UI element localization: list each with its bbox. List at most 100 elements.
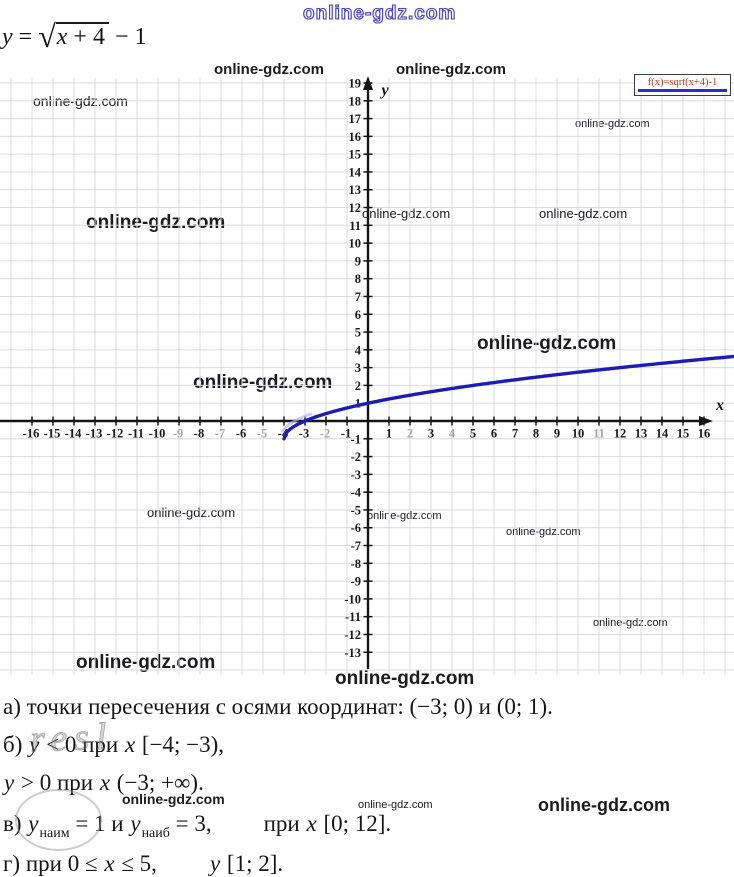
watermark: online-gdz.com: [147, 505, 236, 520]
y-tick-label: 9: [355, 254, 361, 268]
answer-line: г) при 0 ≤ x ≤ 5, y [1; 2].: [3, 851, 283, 877]
watermark: online-gdz.com: [86, 212, 226, 233]
x-tick-label: -5: [257, 427, 267, 441]
watermark: online-gdz.com: [122, 791, 225, 807]
answer-subscript: наиб: [141, 826, 170, 841]
answer-text: y: [130, 811, 141, 836]
answer-text: x: [306, 811, 317, 836]
formula-one: 1: [134, 24, 147, 50]
y-tick-label: 10: [349, 237, 362, 251]
watermark: online-gdz.com: [367, 510, 442, 522]
y-tick-label: -12: [344, 628, 361, 642]
formula-radicand: x + 4: [55, 22, 109, 50]
x-tick-label: 7: [512, 427, 518, 441]
answer-text: y: [29, 732, 40, 757]
scribble-watermark: resl: [29, 715, 115, 761]
x-tick-label: 12: [614, 427, 627, 441]
watermark: online-gdz.com: [76, 652, 216, 673]
y-tick-label: -9: [351, 575, 361, 589]
answer-text: < 0 при: [40, 732, 124, 757]
y-tick-label: 18: [349, 94, 362, 108]
watermark: online-gdz.com: [362, 206, 451, 221]
answer-text: = 3,: [169, 811, 212, 836]
watermark: online-gdz.com: [335, 668, 475, 689]
watermark: online-gdz.com: [477, 333, 617, 354]
y-tick-label: 12: [349, 201, 362, 215]
x-tick-label: 9: [554, 427, 560, 441]
y-tick-label: 17: [349, 112, 362, 126]
x-tick-label: -14: [65, 427, 82, 441]
sqrt-radical-sign: √: [38, 18, 56, 54]
y-tick-label: 13: [349, 183, 362, 197]
x-tick-label: 10: [572, 427, 585, 441]
answer-text: г) при 0 ≤: [3, 851, 104, 876]
x-axis-arrow: [699, 416, 713, 426]
x-tick-label: 2: [407, 427, 413, 441]
x-tick-label: 14: [656, 427, 669, 441]
scribble-ellipse: [15, 789, 102, 851]
x-tick-label: -15: [44, 427, 61, 441]
formula-x: x: [56, 24, 68, 50]
y-tick-label: 3: [355, 361, 361, 375]
formula-y: y: [2, 24, 13, 50]
y-tick-label: -1: [351, 432, 361, 446]
x-tick-label: -4: [278, 427, 289, 441]
answer-text: б): [3, 732, 29, 757]
x-tick-label: -13: [86, 427, 103, 441]
y-tick-label: 14: [349, 165, 362, 179]
answer-text: y: [4, 770, 15, 795]
x-tick-label: 11: [593, 427, 605, 441]
graph-canvas: -16 -15 -14 -13 -12 -11 -10 -9 -8 -7 -6 -5 -4 -3 -2 -1 1…: [0, 76, 734, 675]
x-tick-label: -1: [341, 427, 351, 441]
y-tick-label: -7: [351, 539, 361, 553]
answer-text: x: [99, 770, 111, 795]
y-tick-label: -5: [351, 503, 361, 517]
answer-text: при: [263, 811, 306, 836]
y-tick-label: -10: [344, 592, 361, 606]
x-tick-label: -11: [128, 427, 144, 441]
answer-text: y: [209, 851, 221, 876]
answer-text: x: [104, 851, 115, 876]
legend-label: f(x)=sqrt(x+4)-1: [647, 77, 718, 88]
x-tick-label: 16: [698, 427, 711, 441]
x-tick-label: -3: [299, 427, 309, 441]
y-tick-label: -3: [351, 468, 361, 482]
x-tick-label: 13: [635, 427, 648, 441]
y-tick-label: 5: [355, 326, 361, 340]
y-tick-label: 7: [355, 290, 361, 304]
x-tick-label: -6: [236, 427, 246, 441]
function-curve: [282, 354, 734, 441]
y-tick-label: -2: [351, 450, 361, 464]
watermark: online-gdz.com: [575, 118, 650, 130]
x-tick-label: -10: [149, 427, 166, 441]
y-tick-label: 19: [349, 76, 362, 90]
answer-text: [−4; −3),: [136, 732, 225, 757]
x-tick-label: 6: [491, 427, 497, 441]
watermark: online-gdz.com: [396, 61, 506, 78]
answer-line: а) точки пересечения с осями координат: …: [3, 694, 553, 720]
answer-text: (−3; +∞).: [111, 770, 204, 795]
answer-line: y > 0 при x (−3; +∞).: [3, 770, 204, 796]
x-tick-label: 3: [428, 427, 434, 441]
y-tick-label: 6: [355, 308, 361, 322]
y-tick-label: -13: [344, 646, 361, 660]
watermark: online-gdz.com: [538, 795, 670, 815]
x-tick-label: -12: [107, 427, 124, 441]
formula-equals: =: [18, 24, 33, 50]
x-tick-label: 8: [533, 427, 539, 441]
legend-curve-sample-line: [638, 89, 727, 92]
y-tick-label: -4: [351, 486, 362, 500]
formula-minus: −: [114, 24, 129, 50]
legend-box: f(x)=sqrt(x+4)-1: [634, 74, 731, 96]
watermark: online-gdz.com: [506, 526, 581, 538]
y-tick-label: 15: [349, 148, 362, 162]
y-tick-label: 4: [355, 343, 362, 357]
x-tick-label: -16: [23, 427, 40, 441]
watermark: online-gdz.com: [358, 799, 433, 811]
formula-plus: +: [73, 24, 87, 50]
y-tick-label: 8: [355, 272, 361, 286]
answer-text: x: [124, 732, 136, 757]
watermark: online-gdz.com: [593, 617, 668, 629]
x-tick-label: 4: [449, 427, 456, 441]
x-axis-label: x: [715, 397, 724, 414]
